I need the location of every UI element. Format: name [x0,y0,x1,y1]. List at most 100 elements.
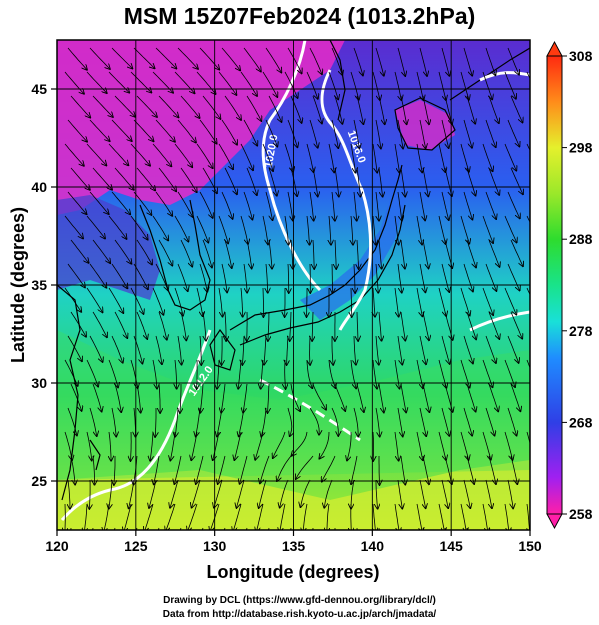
streamline [284,215,289,245]
streamline [64,359,78,386]
streamline [419,479,426,508]
streamline [89,119,110,141]
streamline [246,239,252,268]
colorbar-gradient [546,55,563,515]
streamline [438,287,446,316]
streamline [64,71,84,94]
streamline [529,336,530,338]
streamline [319,431,330,459]
streamline [438,143,445,172]
streamline [89,407,97,436]
streamline [350,359,356,388]
streamline [376,480,378,509]
streamline [353,407,358,436]
streamline [488,95,499,123]
streamline [463,407,472,436]
streamline [64,431,72,460]
streamline [64,215,83,238]
streamline [129,479,135,508]
streamline [170,479,179,508]
streamline [510,95,523,122]
streamline [463,263,473,291]
streamline [89,335,103,362]
colorbar-max-arrow [546,40,563,57]
streamline [196,71,216,94]
figure-title: MSM 15Z07Feb2024 (1013.2hPa) [123,3,476,29]
streamline [221,47,240,70]
streamline [485,119,496,147]
streamline [114,527,116,530]
streamline [240,143,253,170]
streamline [332,191,335,221]
streamline [89,191,109,214]
x-tick-label: 135 [282,538,306,554]
streamline [256,503,264,530]
streamline [356,167,360,197]
streamline [526,215,530,224]
streamline [533,312,545,338]
streamline [92,167,112,190]
streamline [114,95,135,117]
streamline [221,263,227,292]
streamline [243,119,257,146]
streamline [416,143,422,172]
streamline [111,47,132,68]
streamline [152,359,157,389]
streamline [268,95,282,122]
x-tick-label: 120 [45,538,69,554]
streamline [246,527,248,530]
streamline [460,287,470,315]
streamline [86,359,98,387]
streamline [262,143,273,171]
streamline [329,215,331,245]
streamline [111,335,123,363]
streamline [243,383,248,413]
streamline [114,456,115,485]
x-tick-label: 145 [439,538,463,554]
streamline [400,239,405,269]
streamline [400,311,405,341]
streamline [376,191,379,221]
streamline [400,527,402,530]
streamline [441,191,449,220]
streamline [149,479,157,508]
streamline [287,47,302,73]
streamline [259,479,267,508]
streamline [246,95,261,121]
streamline [237,479,245,508]
streamline [510,455,517,484]
streamline [70,95,90,118]
streamline [416,287,422,316]
streamline [485,47,495,75]
streamline [202,239,212,267]
streamline [131,431,132,461]
streamline [158,95,178,117]
y-axis-ticks: 25 30 35 40 45 [31,81,57,489]
streamline [373,287,375,317]
streamline [224,167,237,194]
streamline [460,503,466,530]
streamline [332,263,333,293]
streamline [441,479,448,508]
streamline [466,455,474,484]
streamline [242,335,244,365]
streamline [379,239,382,269]
streamline [180,167,197,192]
streamline [419,47,427,76]
streamline [224,95,241,120]
streamline [199,47,219,70]
y-tick-label: 25 [31,473,47,489]
streamline [196,455,204,484]
colorbar-tick-label: 258 [569,506,593,522]
y-tick-label: 40 [31,179,47,195]
streamline [529,192,530,193]
streamline [86,287,103,312]
y-axis-label: Latitude (degrees) [8,207,28,363]
streamline [155,47,176,68]
streamline [159,383,160,413]
streamline [67,263,85,287]
streamline [422,239,429,268]
streamline [265,119,277,147]
streamline [191,431,198,460]
streamline [394,287,399,317]
